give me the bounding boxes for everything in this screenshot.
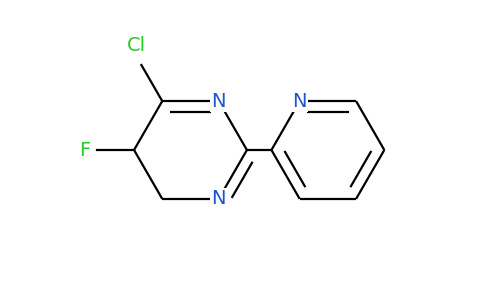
Text: N: N bbox=[212, 189, 226, 208]
Text: F: F bbox=[79, 140, 91, 160]
Text: N: N bbox=[212, 92, 226, 111]
Text: Cl: Cl bbox=[127, 36, 146, 55]
Text: N: N bbox=[292, 92, 307, 111]
